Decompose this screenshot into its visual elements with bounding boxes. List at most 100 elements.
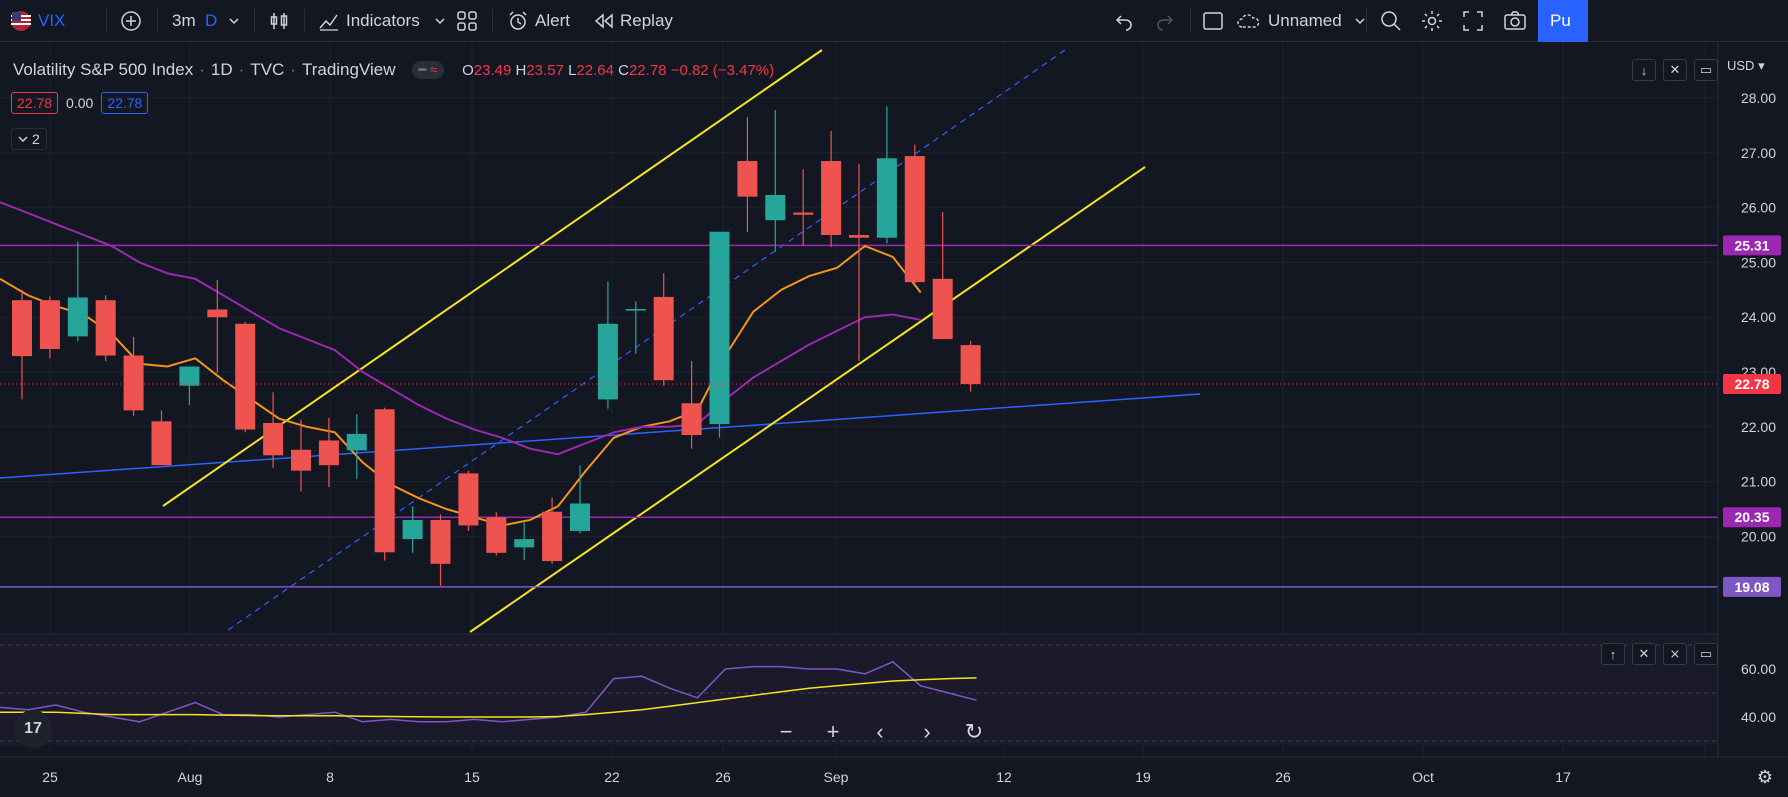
rsi-pane-maximize-button[interactable]: ▭ xyxy=(1694,643,1718,665)
time-tick-label: 25 xyxy=(42,769,58,785)
chevron-right-icon: › xyxy=(923,719,931,744)
minus-icon: − xyxy=(779,719,793,744)
chart-type-button[interactable] xyxy=(268,0,290,42)
layout-name: Unnamed xyxy=(1268,11,1342,30)
chevron-down-icon xyxy=(1355,18,1365,25)
candle-body xyxy=(849,235,869,238)
collapse-icon: ✕ xyxy=(1669,62,1681,77)
candle-body xyxy=(318,440,339,466)
price-label-box xyxy=(1723,507,1781,528)
price-axis[interactable] xyxy=(1718,42,1788,757)
fullscreen-button[interactable] xyxy=(1462,0,1484,42)
candle-body xyxy=(709,231,730,425)
interval-button[interactable]: 3m xyxy=(172,0,196,42)
plus-icon: + xyxy=(826,719,840,744)
scroll-right-button[interactable]: › xyxy=(913,718,941,746)
price-tick-label: 26.00 xyxy=(1741,200,1776,216)
open-label: O xyxy=(462,61,474,79)
alert-button[interactable]: Alert xyxy=(507,0,570,42)
grid-icon xyxy=(457,11,477,31)
alert-label: Alert xyxy=(535,11,570,30)
candle-body xyxy=(95,300,116,356)
candle-body xyxy=(625,308,646,311)
snapshot-button[interactable] xyxy=(1503,0,1527,42)
time-tick-label: 26 xyxy=(1275,769,1291,785)
sell-button[interactable]: 22.78 xyxy=(11,92,59,114)
time-tick-label: Aug xyxy=(178,769,203,785)
legend-title[interactable]: Volatility S&P 500 Index xyxy=(13,60,194,79)
quick-search-button[interactable] xyxy=(1380,0,1402,42)
replay-button[interactable]: Replay xyxy=(594,0,673,42)
divider xyxy=(157,9,158,33)
pane-maximize-button[interactable]: ▭ xyxy=(1694,59,1718,81)
indicators-button[interactable]: Indicators xyxy=(318,0,446,42)
close-icon: ✕ xyxy=(1638,646,1650,661)
rsi-pane-move-up-button[interactable]: ↑ xyxy=(1601,643,1625,665)
change-value: −0.82 (−3.47%) xyxy=(670,61,775,79)
channel-lower-yellow[interactable] xyxy=(469,166,1146,633)
scroll-left-button[interactable]: ‹ xyxy=(866,718,894,746)
time-axis[interactable] xyxy=(0,757,1788,797)
candle-body xyxy=(374,409,395,553)
arrow-up-icon: ↑ xyxy=(1609,646,1617,662)
alarm-clock-icon xyxy=(509,11,527,30)
open-value: 23.49 xyxy=(473,61,512,79)
trade-buttons: 22.78 0.00 22.78 xyxy=(11,92,149,114)
symbol-search-button[interactable]: VIX xyxy=(10,0,65,42)
rsi-line xyxy=(0,660,977,723)
trendline-dashed-blue[interactable] xyxy=(227,47,1069,631)
buy-button[interactable]: 22.78 xyxy=(101,92,149,114)
low-label: L xyxy=(568,61,577,79)
interval-dropdown[interactable] xyxy=(228,0,240,42)
rsi-pane-collapse-button[interactable]: ⨯ xyxy=(1663,643,1687,665)
divider xyxy=(492,9,493,33)
price-chart[interactable]: 28.0027.0026.0025.0024.0023.0022.0021.00… xyxy=(0,42,1788,797)
ohlc-values: O23.49 H23.57 L22.64 C22.78 −0.82 (−3.47… xyxy=(462,62,774,79)
save-layout-button[interactable]: Unnamed xyxy=(1236,0,1366,42)
zoom-out-button[interactable]: − xyxy=(772,718,800,746)
trendline-blue[interactable] xyxy=(0,393,1201,479)
templates-button[interactable] xyxy=(456,0,478,42)
tradingview-logo[interactable]: 17 xyxy=(14,710,52,748)
price-tick-label: 24.00 xyxy=(1741,309,1776,325)
settings-button[interactable] xyxy=(1421,0,1443,42)
price-tick-label: 27.00 xyxy=(1741,145,1776,161)
camera-icon xyxy=(1504,11,1526,30)
chart-legend: Volatility S&P 500 Index · 1D · TVC · Tr… xyxy=(13,60,775,79)
layout-select-button[interactable] xyxy=(1202,0,1224,42)
interval-type-button[interactable]: D xyxy=(205,0,217,42)
wave-icon: ≈ xyxy=(429,62,438,77)
indicator-count: 2 xyxy=(32,131,40,147)
rsi-pane-close-button[interactable]: ✕ xyxy=(1632,643,1656,665)
high-label: H xyxy=(515,61,527,79)
cloud-icon xyxy=(1237,14,1260,28)
candle-body xyxy=(542,511,563,562)
us-flag-icon xyxy=(11,11,31,31)
candle-body xyxy=(402,519,423,540)
pane-move-down-button[interactable]: ↓ xyxy=(1632,59,1656,81)
redo-button[interactable] xyxy=(1155,0,1175,42)
market-status-badge[interactable]: ━ ≈ xyxy=(411,61,445,79)
candle-body xyxy=(737,161,758,197)
candle-body xyxy=(12,300,32,357)
candles-icon xyxy=(270,13,288,29)
currency-selector[interactable]: USD ▾ xyxy=(1727,58,1765,73)
compare-add-button[interactable] xyxy=(120,0,142,42)
candle-body xyxy=(904,156,925,283)
zoom-in-button[interactable]: + xyxy=(819,718,847,746)
publish-button[interactable]: Pu xyxy=(1538,0,1588,42)
legend-brand: TradingView xyxy=(301,60,396,79)
undo-icon xyxy=(1115,15,1132,31)
undo-button[interactable] xyxy=(1114,0,1134,42)
top-toolbar: VIX 3m D Indicators Alert Replay Unn xyxy=(0,0,1788,42)
time-axis-settings-button[interactable]: ⚙ xyxy=(1750,762,1780,792)
chevron-down-icon xyxy=(229,18,239,25)
candle-body xyxy=(123,355,144,411)
pane-collapse-button[interactable]: ✕ xyxy=(1663,59,1687,81)
collapse-indicators-button[interactable]: 2 xyxy=(11,128,47,150)
maximize-icon: ▭ xyxy=(1699,646,1713,661)
price-label-box xyxy=(1723,235,1781,256)
divider xyxy=(1190,9,1191,33)
reset-chart-button[interactable]: ↻ xyxy=(960,718,988,746)
rsi-signal-line xyxy=(0,677,977,718)
